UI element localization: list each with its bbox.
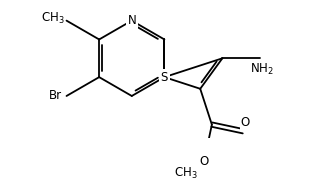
Text: Br: Br: [49, 89, 62, 102]
Text: CH$_3$: CH$_3$: [41, 11, 64, 26]
Text: NH$_2$: NH$_2$: [250, 62, 274, 77]
Text: N: N: [128, 14, 136, 27]
Text: O: O: [199, 155, 209, 168]
Text: O: O: [241, 116, 250, 129]
Text: CH$_3$: CH$_3$: [174, 166, 198, 181]
Text: S: S: [161, 71, 168, 84]
